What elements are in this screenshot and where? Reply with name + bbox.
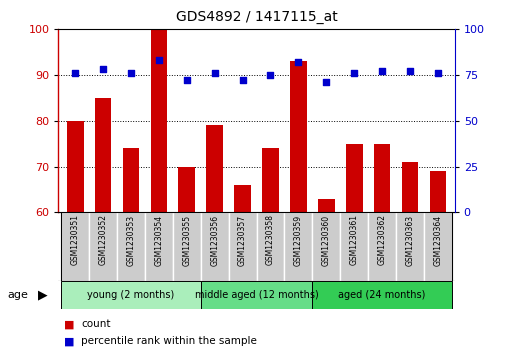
Text: GSM1230352: GSM1230352 [99, 215, 108, 265]
Text: GSM1230355: GSM1230355 [182, 215, 192, 266]
Text: GSM1230362: GSM1230362 [377, 215, 387, 265]
Point [378, 68, 386, 74]
Point [266, 72, 274, 78]
Point [71, 70, 79, 76]
Text: GSM1230354: GSM1230354 [154, 215, 164, 266]
Bar [312, 281, 452, 309]
Point [350, 70, 358, 76]
Text: ■: ■ [64, 319, 74, 329]
Bar [340, 212, 368, 281]
Text: ▶: ▶ [38, 289, 48, 301]
Bar [122, 148, 139, 212]
Bar [178, 167, 195, 212]
Text: GSM1230359: GSM1230359 [294, 215, 303, 266]
Text: GSM1230357: GSM1230357 [238, 215, 247, 266]
Text: GSM1230364: GSM1230364 [433, 215, 442, 266]
Text: ■: ■ [64, 336, 74, 346]
Bar [201, 212, 229, 281]
Point [434, 70, 442, 76]
Point [406, 68, 414, 74]
Bar [312, 212, 340, 281]
Bar [234, 185, 251, 212]
Bar [368, 212, 396, 281]
Point [183, 77, 191, 83]
Bar [284, 212, 312, 281]
Bar [201, 281, 312, 309]
Bar [61, 212, 89, 281]
Point [155, 57, 163, 63]
Bar [229, 212, 257, 281]
Bar [262, 148, 279, 212]
Text: GSM1230358: GSM1230358 [266, 215, 275, 265]
Bar [173, 212, 201, 281]
Point [322, 79, 330, 85]
Text: age: age [8, 290, 28, 300]
Text: young (2 months): young (2 months) [87, 290, 175, 300]
Bar [318, 199, 335, 212]
Bar [430, 171, 447, 212]
Bar [150, 29, 167, 212]
Text: GSM1230353: GSM1230353 [126, 215, 136, 266]
Bar [396, 212, 424, 281]
Bar [424, 212, 452, 281]
Bar [374, 144, 391, 212]
Bar [206, 125, 223, 212]
Point [127, 70, 135, 76]
Text: count: count [81, 319, 111, 329]
Text: aged (24 months): aged (24 months) [338, 290, 426, 300]
Text: middle aged (12 months): middle aged (12 months) [195, 290, 319, 300]
Text: GSM1230361: GSM1230361 [350, 215, 359, 265]
Text: GSM1230360: GSM1230360 [322, 215, 331, 266]
Bar [346, 144, 363, 212]
Bar [257, 212, 284, 281]
Bar [61, 281, 201, 309]
Bar [94, 98, 111, 212]
Bar [145, 212, 173, 281]
Bar [402, 162, 419, 212]
Title: GDS4892 / 1417115_at: GDS4892 / 1417115_at [176, 10, 337, 24]
Bar [89, 212, 117, 281]
Point [99, 66, 107, 72]
Text: GSM1230351: GSM1230351 [71, 215, 80, 265]
Text: GSM1230363: GSM1230363 [405, 215, 415, 266]
Text: percentile rank within the sample: percentile rank within the sample [81, 336, 257, 346]
Point [239, 77, 247, 83]
Point [211, 70, 219, 76]
Text: GSM1230356: GSM1230356 [210, 215, 219, 266]
Bar [290, 61, 307, 212]
Bar [67, 121, 83, 212]
Point [294, 59, 302, 65]
Bar [117, 212, 145, 281]
